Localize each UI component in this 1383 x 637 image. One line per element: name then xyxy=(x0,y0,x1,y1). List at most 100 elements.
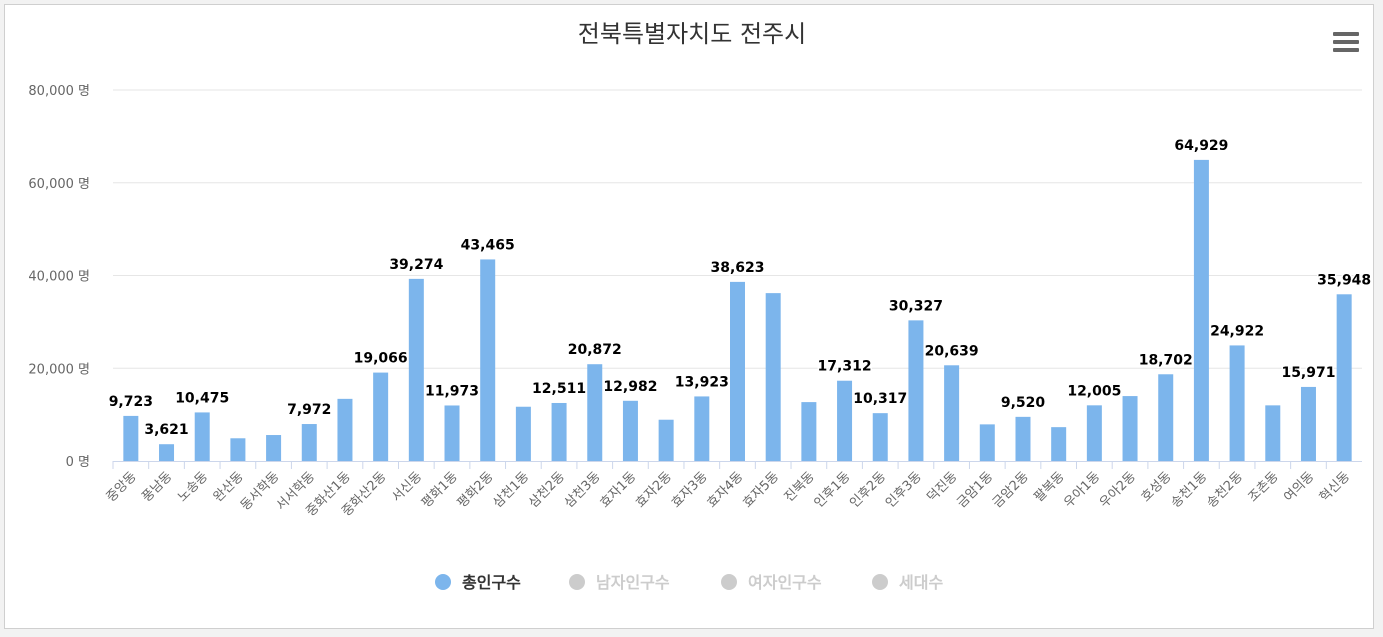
bar-노송동[interactable] xyxy=(194,412,210,461)
bar-호성동[interactable] xyxy=(1158,374,1174,461)
x-tick-label: 평화2동 xyxy=(455,469,497,511)
x-tick-label: 삼천2동 xyxy=(526,469,568,511)
bar-효자1동[interactable] xyxy=(622,400,638,461)
data-label: 19,066 xyxy=(354,351,408,367)
x-tick-label: 송천2동 xyxy=(1204,469,1246,511)
bar-삼천3동[interactable] xyxy=(587,364,603,461)
data-label: 10,475 xyxy=(175,390,229,406)
bar-혁신동[interactable] xyxy=(1336,294,1352,461)
data-label: 11,973 xyxy=(425,383,479,399)
bar-평화2동[interactable] xyxy=(480,259,496,461)
data-label: 15,971 xyxy=(1281,365,1335,381)
x-tick-label: 동서학동 xyxy=(238,469,282,513)
y-tick-label: 80,000 명 xyxy=(28,84,90,99)
chart-title: 전북특별자치도 전주시 xyxy=(578,20,806,48)
bar-진북동[interactable] xyxy=(801,402,817,461)
legend-label: 남자인구수 xyxy=(596,573,670,592)
bar-여의동[interactable] xyxy=(1300,386,1316,461)
legend-label: 세대수 xyxy=(899,573,943,592)
legend-item-세대수[interactable]: 세대수 xyxy=(872,573,943,592)
x-tick-label: 효자3동 xyxy=(669,469,711,511)
legend-label: 총인구수 xyxy=(462,573,521,592)
bar-평화1동[interactable] xyxy=(444,405,460,461)
bar-서신동[interactable] xyxy=(408,278,424,461)
bar-금암2동[interactable] xyxy=(1015,416,1031,461)
bar-덕진동[interactable] xyxy=(944,365,960,461)
chart-menu-button[interactable] xyxy=(1331,32,1361,56)
y-tick-label: 40,000 명 xyxy=(28,270,90,285)
x-tick-label: 금암2동 xyxy=(990,469,1032,511)
x-tick-label: 우아1동 xyxy=(1061,469,1103,511)
legend-marker-icon xyxy=(569,574,585,590)
bar-풍남동[interactable] xyxy=(159,444,175,461)
y-tick-label: 60,000 명 xyxy=(28,177,90,192)
data-label: 24,922 xyxy=(1210,323,1264,339)
legend-marker-icon xyxy=(872,574,888,590)
hamburger-menu-icon-line xyxy=(1333,48,1359,52)
x-tick-label: 평화1동 xyxy=(419,469,461,511)
bar-삼천1동[interactable] xyxy=(515,406,531,461)
x-tick-label: 인후2동 xyxy=(847,469,889,511)
bar-효자5동[interactable] xyxy=(765,293,781,461)
legend-label: 여자인구수 xyxy=(748,573,822,592)
bar-효자3동[interactable] xyxy=(694,396,710,461)
data-label: 3,621 xyxy=(144,422,188,438)
data-label: 10,317 xyxy=(853,391,907,407)
legend-item-여자인구수[interactable]: 여자인구수 xyxy=(721,573,822,592)
bar-송천1동[interactable] xyxy=(1193,159,1209,461)
bar-중앙동[interactable] xyxy=(123,415,139,461)
bar-인후2동[interactable] xyxy=(872,413,888,461)
data-label: 13,923 xyxy=(675,374,729,390)
bar-조촌동[interactable] xyxy=(1265,405,1281,461)
bar-우아1동[interactable] xyxy=(1086,405,1102,461)
bar-완산동[interactable] xyxy=(230,438,246,461)
data-label: 20,872 xyxy=(568,342,622,358)
x-tick-label: 송천1동 xyxy=(1168,469,1210,511)
bar-인후1동[interactable] xyxy=(837,380,853,461)
data-label: 64,929 xyxy=(1174,138,1228,154)
x-tick-label: 효자1동 xyxy=(597,469,639,511)
data-label: 39,274 xyxy=(389,257,443,273)
bar-삼천2동[interactable] xyxy=(551,402,567,461)
legend-item-총인구수[interactable]: 총인구수 xyxy=(435,573,521,592)
x-tick-label: 노송동 xyxy=(175,469,211,505)
legend-item-남자인구수[interactable]: 남자인구수 xyxy=(569,573,670,592)
bar-팔복동[interactable] xyxy=(1051,427,1067,461)
bar-동서학동[interactable] xyxy=(266,435,282,461)
hamburger-menu-icon-line xyxy=(1333,40,1359,44)
bar-우아2동[interactable] xyxy=(1122,396,1138,461)
y-tick-label: 0 명 xyxy=(66,455,90,470)
bar-중화산1동[interactable] xyxy=(337,398,353,461)
y-tick-label: 20,000 명 xyxy=(28,362,90,377)
bar-효자2동[interactable] xyxy=(658,419,674,461)
data-label: 9,520 xyxy=(1001,395,1046,411)
x-tick-label: 조촌동 xyxy=(1246,469,1282,505)
bar-인후3동[interactable] xyxy=(908,320,924,461)
bar-중화산2동[interactable] xyxy=(373,372,389,461)
chart-card xyxy=(4,4,1374,629)
x-tick-label: 인후3동 xyxy=(883,469,925,511)
bar-효자4동[interactable] xyxy=(730,281,745,461)
bar-금암1동[interactable] xyxy=(979,424,995,461)
data-label: 17,312 xyxy=(818,359,872,375)
x-tick-label: 삼천1동 xyxy=(490,469,532,511)
x-tick-label: 효자2동 xyxy=(633,469,675,511)
x-tick-label: 효자4동 xyxy=(704,469,746,511)
bar-송천2동[interactable] xyxy=(1229,345,1245,461)
data-label: 18,702 xyxy=(1139,352,1193,368)
legend-marker-icon xyxy=(435,574,451,590)
data-label: 35,948 xyxy=(1317,272,1371,288)
data-label: 43,465 xyxy=(461,237,515,253)
bar-서서학동[interactable] xyxy=(301,424,317,461)
x-tick-label: 효자5동 xyxy=(740,469,782,511)
x-tick-label: 금암1동 xyxy=(954,469,996,511)
x-tick-label: 인후1동 xyxy=(812,469,854,511)
data-label: 20,639 xyxy=(925,343,979,359)
hamburger-menu-icon xyxy=(1333,32,1359,36)
data-label: 30,327 xyxy=(889,298,943,314)
x-tick-label: 중앙동 xyxy=(104,469,140,505)
data-label: 12,982 xyxy=(603,379,657,395)
x-tick-label: 우아2동 xyxy=(1097,469,1139,511)
legend-marker-icon xyxy=(721,574,737,590)
